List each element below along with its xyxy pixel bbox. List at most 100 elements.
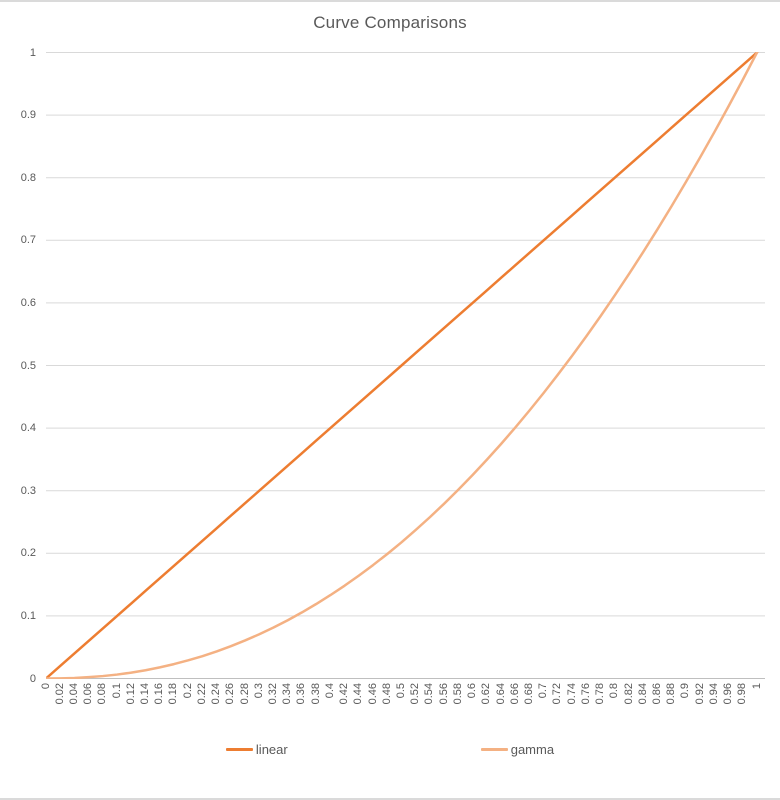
x-tick-label-text: 0.48 bbox=[380, 683, 393, 705]
x-tick-label-text: 0.6 bbox=[466, 683, 479, 699]
x-tick-label-text: 0.88 bbox=[665, 683, 678, 705]
x-tick-label: 0.46 bbox=[366, 683, 380, 733]
x-tick-label-text: 0.18 bbox=[167, 683, 180, 705]
x-tick-label: 0.98 bbox=[736, 683, 750, 733]
x-tick-label-text: 0.44 bbox=[352, 683, 365, 705]
x-tick-label-text: 0.42 bbox=[338, 683, 351, 705]
x-tick-label-text: 0.38 bbox=[309, 683, 322, 705]
x-tick-label-text: 0.04 bbox=[67, 683, 80, 705]
x-tick-label-text: 0.7 bbox=[537, 683, 550, 699]
x-tick-label: 0.72 bbox=[551, 683, 565, 733]
x-tick-label: 0.64 bbox=[494, 683, 508, 733]
x-tick-label-text: 0.96 bbox=[722, 683, 735, 705]
x-tick-label: 0.7 bbox=[537, 683, 551, 733]
y-tick-label: 0.3 bbox=[20, 484, 36, 497]
y-tick-label: 0.9 bbox=[20, 109, 36, 122]
x-tick-label: 0.28 bbox=[238, 683, 252, 733]
y-tick-label: 0.8 bbox=[20, 171, 36, 184]
x-tick-label-text: 0.08 bbox=[96, 683, 109, 705]
x-tick-label-text: 0.78 bbox=[594, 683, 607, 705]
y-tick-label: 1 bbox=[29, 46, 36, 59]
x-tick-label: 0.26 bbox=[224, 683, 238, 733]
x-tick-label-text: 0.82 bbox=[622, 683, 635, 705]
x-tick-label: 0.4 bbox=[323, 683, 337, 733]
x-tick-label: 1 bbox=[750, 683, 764, 733]
x-tick-label-text: 0.9 bbox=[679, 683, 692, 699]
x-tick-label: 0.54 bbox=[423, 683, 437, 733]
x-tick-label: 0.24 bbox=[210, 683, 224, 733]
x-tick-label-text: 0.36 bbox=[295, 683, 308, 705]
x-tick-label-text: 0.06 bbox=[82, 683, 95, 705]
x-tick-label: 0.14 bbox=[139, 683, 153, 733]
x-tick-label-text: 0.92 bbox=[693, 683, 706, 705]
x-tick-label: 0.22 bbox=[195, 683, 209, 733]
x-tick-label: 0.94 bbox=[707, 683, 721, 733]
y-tick-label: 0.2 bbox=[20, 547, 36, 560]
x-tick-label-text: 0.5 bbox=[395, 683, 407, 699]
x-tick-label: 0.32 bbox=[267, 683, 281, 733]
x-tick-label-text: 0.98 bbox=[736, 683, 749, 705]
y-tick-label: 0.1 bbox=[20, 609, 36, 622]
x-tick-label: 0.66 bbox=[508, 683, 522, 733]
x-tick-label: 0.82 bbox=[622, 683, 636, 733]
x-tick-label-text: 0.1 bbox=[110, 683, 123, 699]
x-tick-label: 0.34 bbox=[281, 683, 295, 733]
x-tick-label: 0.62 bbox=[480, 683, 494, 733]
x-tick-label: 0.96 bbox=[722, 683, 736, 733]
x-tick-label-text: 0.68 bbox=[522, 683, 535, 705]
x-tick-label: 0.86 bbox=[650, 683, 664, 733]
x-tick-label-text: 0.3 bbox=[252, 683, 265, 699]
x-tick-label-text: 0.22 bbox=[195, 683, 208, 705]
plot-area bbox=[46, 52, 765, 679]
y-tick-label: 0 bbox=[29, 672, 36, 685]
x-tick-label-text: 0.8 bbox=[608, 683, 621, 699]
x-tick-label-text: 0.16 bbox=[153, 683, 166, 705]
x-tick-label-text: 0.4 bbox=[323, 683, 336, 699]
x-tick-label-text: 0.28 bbox=[238, 683, 251, 705]
x-tick-label: 0.78 bbox=[594, 683, 608, 733]
x-tick-label: 0.6 bbox=[466, 683, 480, 733]
x-tick-label-text: 0.62 bbox=[480, 683, 493, 705]
legend: linear gamma bbox=[0, 741, 780, 757]
x-tick-label-text: 0.84 bbox=[636, 683, 649, 705]
x-tick-label: 0 bbox=[39, 683, 53, 733]
y-tick-label: 0.5 bbox=[20, 359, 36, 372]
x-tick-label: 0.02 bbox=[53, 683, 67, 733]
x-tick-label-text: 0.66 bbox=[508, 683, 521, 705]
x-tick-label: 0.56 bbox=[437, 683, 451, 733]
legend-label: gamma bbox=[510, 741, 555, 757]
x-tick-label: 0.5 bbox=[395, 683, 409, 733]
x-tick-label: 0.38 bbox=[309, 683, 323, 733]
x-tick-label-text: 0.2 bbox=[181, 683, 194, 699]
legend-label: linear bbox=[255, 741, 288, 757]
x-tick-label: 0.1 bbox=[110, 683, 124, 733]
legend-line-swatch-gamma bbox=[480, 747, 508, 751]
x-tick-label-text: 0.02 bbox=[53, 683, 66, 705]
x-tick-label: 0.76 bbox=[579, 683, 593, 733]
x-tick-label: 0.74 bbox=[565, 683, 579, 733]
chart-title: Curve Comparisons bbox=[313, 13, 467, 32]
x-tick-label-text: 0.56 bbox=[437, 683, 450, 705]
x-tick-label: 0.84 bbox=[636, 683, 650, 733]
legend-line-swatch-linear bbox=[225, 747, 253, 751]
x-tick-label: 0.48 bbox=[380, 683, 394, 733]
x-tick-label: 0.36 bbox=[295, 683, 309, 733]
x-tick-label: 0.58 bbox=[451, 683, 465, 733]
x-tick-label: 0.68 bbox=[522, 683, 536, 733]
x-tick-label: 0.2 bbox=[181, 683, 195, 733]
x-tick-label-text: 0.58 bbox=[451, 683, 464, 705]
x-tick-label: 0.06 bbox=[82, 683, 96, 733]
x-tick-label: 0.3 bbox=[252, 683, 266, 733]
bottom-border bbox=[0, 798, 780, 800]
x-tick-label: 0.88 bbox=[665, 683, 679, 733]
gamma-series-line bbox=[46, 52, 759, 679]
x-tick-label: 0.16 bbox=[153, 683, 167, 733]
x-tick-label: 0.18 bbox=[167, 683, 181, 733]
x-tick-label: 0.08 bbox=[96, 683, 110, 733]
y-tick-label: 0.4 bbox=[20, 422, 36, 435]
x-tick-label-text: 0.74 bbox=[565, 683, 578, 705]
legend-item-gamma: gamma bbox=[480, 741, 555, 757]
x-tick-label-text: 0.14 bbox=[139, 683, 152, 705]
x-tick-label: 0.04 bbox=[67, 683, 81, 733]
